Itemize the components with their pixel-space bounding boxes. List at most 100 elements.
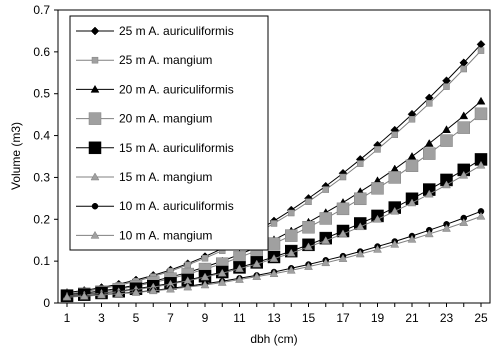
data-point [442, 125, 451, 133]
data-point [338, 229, 348, 238]
x-tick-label: 25 [474, 311, 488, 325]
data-point [357, 160, 364, 167]
legend-entry-1: 25 m A. auriculiformis [76, 24, 234, 38]
data-point [97, 290, 106, 299]
data-point [304, 242, 313, 251]
data-point [131, 288, 141, 296]
y-tick-label: 0.4 [33, 129, 50, 143]
data-point [371, 182, 384, 195]
data-point [336, 202, 350, 216]
legend-entry-5: 15 m A. auriculiformis [76, 141, 234, 155]
data-point [443, 83, 450, 90]
legend-label: 20 m A. auriculiformis [119, 82, 234, 96]
data-point [235, 264, 244, 272]
data-point [321, 236, 331, 244]
data-point [217, 277, 227, 286]
data-point [269, 269, 279, 277]
data-point [388, 171, 401, 184]
y-tick-label: 0 [43, 296, 50, 310]
data-point [286, 248, 296, 257]
data-point [267, 237, 281, 250]
legend-entry-8: 10 m A. mangium [76, 228, 212, 242]
data-point [183, 282, 193, 291]
legend-label: 20 m A. mangium [119, 112, 212, 126]
data-point [457, 121, 470, 134]
series-8 [62, 211, 486, 301]
data-point [338, 254, 348, 262]
legend-label: 15 m A. mangium [119, 170, 212, 184]
data-point [148, 286, 158, 295]
data-point [286, 265, 296, 274]
y-tick-label: 0.2 [33, 212, 50, 226]
legend-label: 25 m A. mangium [119, 53, 212, 67]
x-tick-label: 21 [405, 311, 419, 325]
legend-label: 25 m A. auriculiformis [119, 24, 234, 38]
legend: 25 m A. auriculiformis 25 m A. mangium 20 … [69, 15, 269, 251]
data-point [374, 146, 381, 153]
data-point [217, 268, 227, 277]
y-axis: 0 0.1 0.2 0.3 0.4 0.5 0.6 0.7 [33, 3, 58, 310]
data-point [442, 180, 451, 189]
x-tick-label: 17 [336, 311, 350, 325]
data-point [476, 160, 486, 169]
legend-marker [90, 230, 100, 239]
data-point [321, 258, 331, 267]
y-axis-title: Volume (m3) [9, 122, 23, 190]
data-point [424, 139, 434, 147]
legend-marker [90, 26, 100, 36]
y-tick-label: 0.1 [33, 254, 50, 268]
x-tick-label: 11 [233, 311, 246, 325]
data-point [423, 147, 436, 160]
data-point [459, 111, 469, 120]
y-tick-label: 0.7 [33, 3, 50, 17]
legend-label: 10 m A. mangium [119, 228, 212, 242]
data-point [319, 212, 332, 225]
x-tick-label: 13 [267, 311, 281, 325]
x-tick-label: 1 [64, 311, 71, 325]
data-point [285, 229, 298, 242]
legend-entry-3: 20 m A. auriculiformis [76, 82, 234, 96]
data-point [442, 223, 451, 232]
data-point [373, 244, 382, 253]
data-point [424, 189, 434, 198]
data-point [459, 218, 469, 226]
data-point [288, 209, 295, 217]
legend-marker [88, 112, 102, 125]
data-point [355, 249, 365, 258]
data-point [373, 214, 382, 223]
legend-marker [91, 56, 99, 64]
data-point [426, 100, 433, 107]
x-tick-label: 23 [440, 311, 454, 325]
data-point [355, 222, 365, 231]
data-point [79, 291, 89, 300]
data-point [460, 65, 467, 73]
y-tick-label: 0.5 [33, 87, 50, 101]
legend-entry-4: 20 m A. mangium [76, 112, 212, 126]
data-point [322, 186, 329, 193]
x-tick-label: 9 [202, 311, 209, 325]
data-point [270, 220, 278, 227]
data-point [407, 198, 417, 207]
x-tick-label: 3 [98, 311, 105, 325]
x-tick-label: 5 [133, 311, 140, 325]
x-tick-label: 7 [167, 311, 174, 325]
data-point [354, 192, 367, 206]
y-tick-label: 0.3 [33, 170, 50, 184]
data-point [474, 107, 488, 121]
data-point [391, 131, 398, 138]
data-point [252, 259, 262, 268]
data-point [408, 115, 416, 123]
x-axis: 1 3 5 7 9 11 13 15 17 19 21 23 25 [64, 303, 488, 325]
data-point [405, 159, 419, 172]
legend-entry-6: 15 m A. mangium [76, 170, 212, 184]
x-tick-label: 19 [371, 311, 385, 325]
data-point [269, 254, 279, 262]
data-point [390, 239, 400, 248]
data-point [166, 284, 175, 293]
y-tick-label: 0.6 [33, 45, 50, 59]
data-point [200, 280, 210, 289]
data-point [235, 275, 244, 283]
data-point [305, 198, 312, 205]
series-layer [60, 39, 488, 303]
